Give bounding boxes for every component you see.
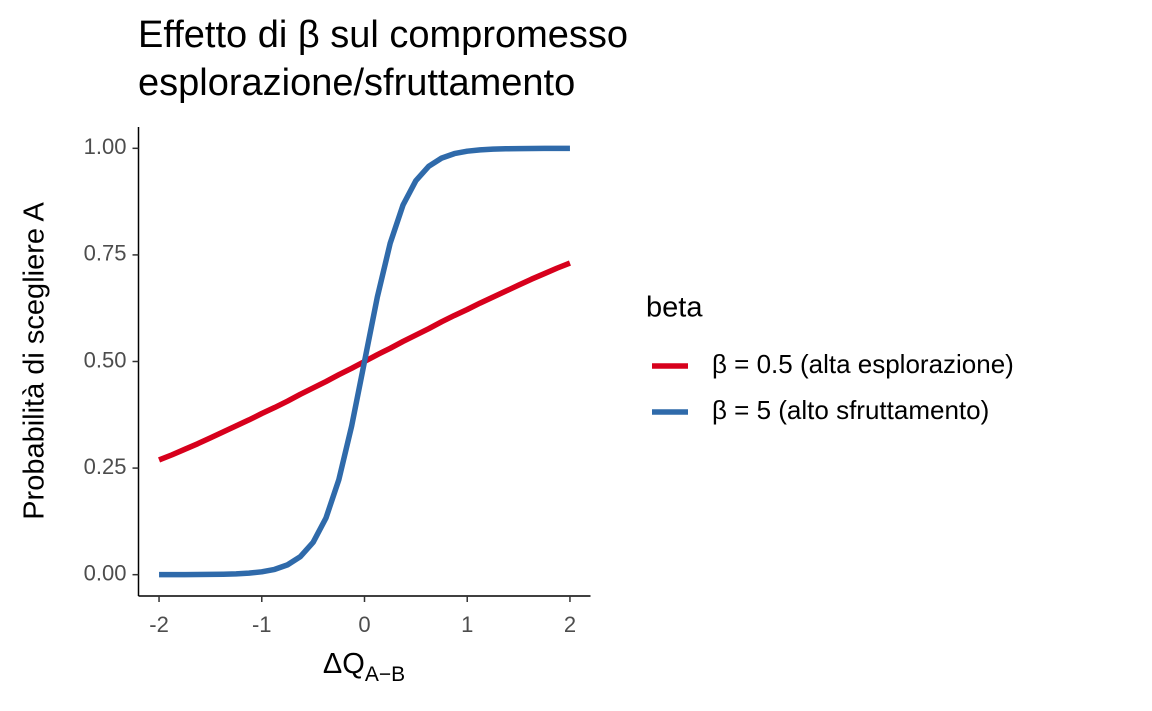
x-tick-label: -2 [149, 612, 169, 637]
y-tick-label: 1.00 [84, 134, 127, 159]
line [159, 145, 570, 578]
x-axis-title-main: ΔQ [323, 648, 365, 680]
x-tick-label: -1 [252, 612, 272, 637]
x-tick-label: 2 [564, 612, 576, 637]
y-tick-label: 0.50 [84, 347, 127, 372]
y-axis-title: Probabilità di scegliere A [19, 202, 51, 520]
legend-label: β = 0.5 (alta esplorazione) [712, 349, 1014, 379]
y-tick-label: 0.25 [84, 454, 127, 479]
legend-label: β = 5 (alto sfruttamento) [712, 395, 989, 425]
x-tick-label: 0 [358, 612, 370, 637]
y-tick-label: 0.75 [84, 241, 127, 266]
x-axis-title: ΔQA−B [323, 648, 405, 686]
chart-title: Effetto di β sul compromesso [138, 14, 628, 56]
legend-title: beta [646, 292, 703, 324]
x-axis-title-sub: A−B [365, 663, 405, 686]
chart-title: esplorazione/sfruttamento [138, 62, 575, 104]
x-tick-label: 1 [461, 612, 473, 637]
y-tick-label: 0.00 [84, 560, 127, 585]
